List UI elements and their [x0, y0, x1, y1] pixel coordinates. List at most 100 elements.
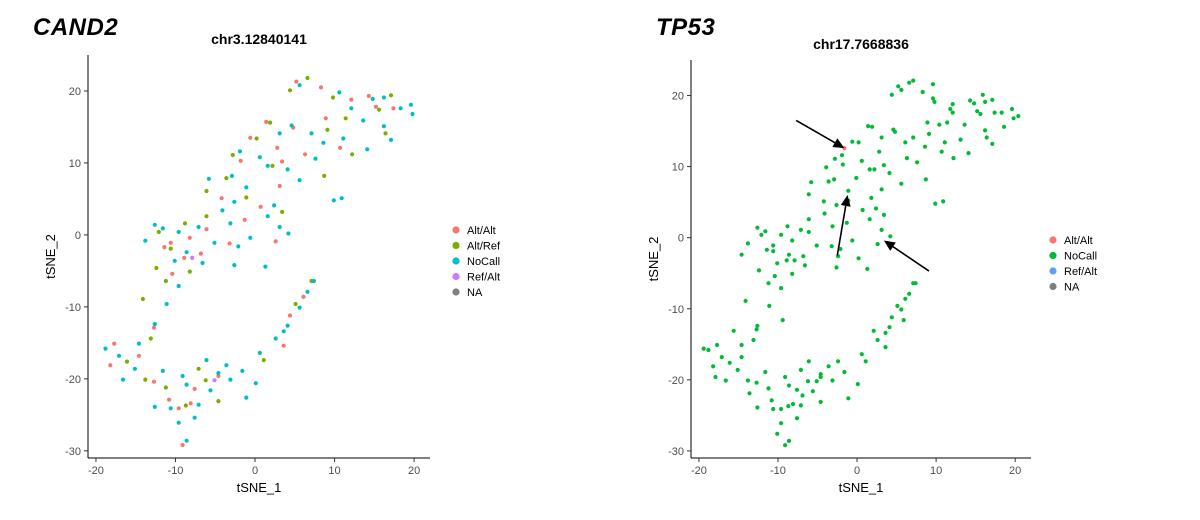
point-ref-alt [190, 255, 195, 260]
point-nocall [228, 377, 233, 382]
point-nocall [253, 381, 258, 386]
point-nocall [915, 160, 920, 165]
point-nocall [176, 420, 181, 425]
point-alt-ref [196, 366, 201, 371]
point-ref-alt [212, 378, 217, 383]
point-nocall [968, 98, 973, 103]
point-nocall [872, 167, 877, 172]
point-nocall [232, 263, 237, 268]
point-nocall [904, 156, 909, 161]
point-nocall [806, 359, 811, 364]
point-alt-ref [203, 378, 208, 383]
point-nocall [756, 268, 762, 273]
point-nocall [176, 229, 181, 235]
point-nocall [751, 337, 756, 343]
point-alt-ref [244, 195, 249, 200]
point-nocall [739, 252, 744, 257]
point-nocall [365, 147, 370, 152]
point-alt-ref [216, 399, 221, 404]
point-nocall [711, 364, 716, 369]
point-nocall [903, 140, 908, 145]
point-nocall [834, 265, 839, 270]
x-tick-label: 10 [328, 465, 340, 477]
point-nocall [321, 140, 326, 145]
point-alt-alt [391, 106, 396, 111]
point-nocall [832, 177, 837, 182]
point-alt-ref [377, 107, 382, 112]
legend-key [452, 257, 460, 265]
point-nocall [331, 198, 336, 203]
point-nocall [727, 360, 732, 365]
point-nocall [814, 243, 819, 248]
legend-label: NA [1064, 282, 1080, 294]
point-nocall [701, 346, 706, 351]
point-nocall [204, 358, 209, 363]
point-alt-ref [187, 269, 192, 274]
point-nocall [212, 240, 217, 245]
point-nocall [719, 355, 724, 360]
point-nocall [863, 359, 868, 364]
point-nocall [983, 128, 988, 133]
point-nocall [790, 238, 795, 243]
point-nocall [745, 241, 750, 246]
legend-label: NoCall [467, 256, 500, 268]
point-alt-ref [330, 95, 336, 100]
point-nocall [942, 140, 947, 145]
point-nocall [792, 258, 797, 263]
point-nocall [980, 92, 985, 97]
point-nocall [766, 386, 771, 391]
legend-label: Alt/Alt [467, 225, 496, 237]
y-tick-label: 10 [69, 158, 81, 170]
point-nocall [285, 323, 290, 328]
point-alt-alt [242, 217, 247, 222]
point-nocall [881, 163, 886, 168]
point-nocall [220, 208, 225, 213]
point-alt-alt [373, 104, 378, 109]
point-nocall [713, 374, 718, 380]
point-nocall [822, 211, 827, 216]
x-axis-label: tSNE_1 [839, 480, 884, 495]
point-nocall [277, 131, 282, 136]
point-nocall [922, 144, 928, 149]
annotation-arrowhead [832, 138, 845, 149]
y-tick-label: -20 [668, 375, 684, 387]
point-nocall [859, 352, 864, 357]
gene-label: TP53 [656, 14, 716, 41]
point-nocall [780, 318, 785, 323]
point-nocall [349, 106, 354, 111]
point-nocall [739, 342, 744, 348]
point-nocall [941, 199, 946, 204]
point-nocall [801, 254, 806, 259]
point-alt-alt [187, 235, 192, 240]
point-alt-ref [325, 127, 330, 132]
x-axis-label: tSNE_1 [237, 480, 282, 495]
point-alt-ref [230, 152, 235, 158]
point-alt-ref [350, 152, 355, 157]
scatter-plot-cand2: chr3.12840141 -20 -10 0 10 20 -30 -20 -10 0 10 20 tS… [43, 31, 501, 495]
point-nocall [143, 238, 148, 243]
point-nocall [229, 173, 235, 178]
gene-label: CAND2 [33, 14, 119, 41]
point-alt-ref [183, 403, 188, 408]
point-nocall [871, 328, 876, 333]
point-nocall [152, 222, 157, 227]
point-nocall [866, 124, 871, 129]
point-nocall [830, 378, 835, 383]
point-nocall [984, 135, 989, 140]
legend-label: Alt/Ref [467, 241, 501, 253]
legend-label: Ref/Alt [1064, 266, 1097, 278]
point-nocall [132, 366, 137, 371]
y-tick-label: -30 [668, 446, 684, 458]
point-alt-alt [136, 353, 141, 358]
point-nocall [842, 369, 847, 375]
point-nocall [933, 201, 938, 206]
point-nocall [272, 203, 277, 208]
point-nocall [172, 258, 177, 263]
point-nocall [832, 156, 837, 161]
point-nocall [818, 374, 823, 380]
point-nocall [240, 368, 245, 373]
point-nocall [408, 102, 413, 107]
x-tick-label: 0 [252, 465, 258, 477]
point-nocall [168, 406, 173, 411]
point-nocall [800, 393, 805, 398]
